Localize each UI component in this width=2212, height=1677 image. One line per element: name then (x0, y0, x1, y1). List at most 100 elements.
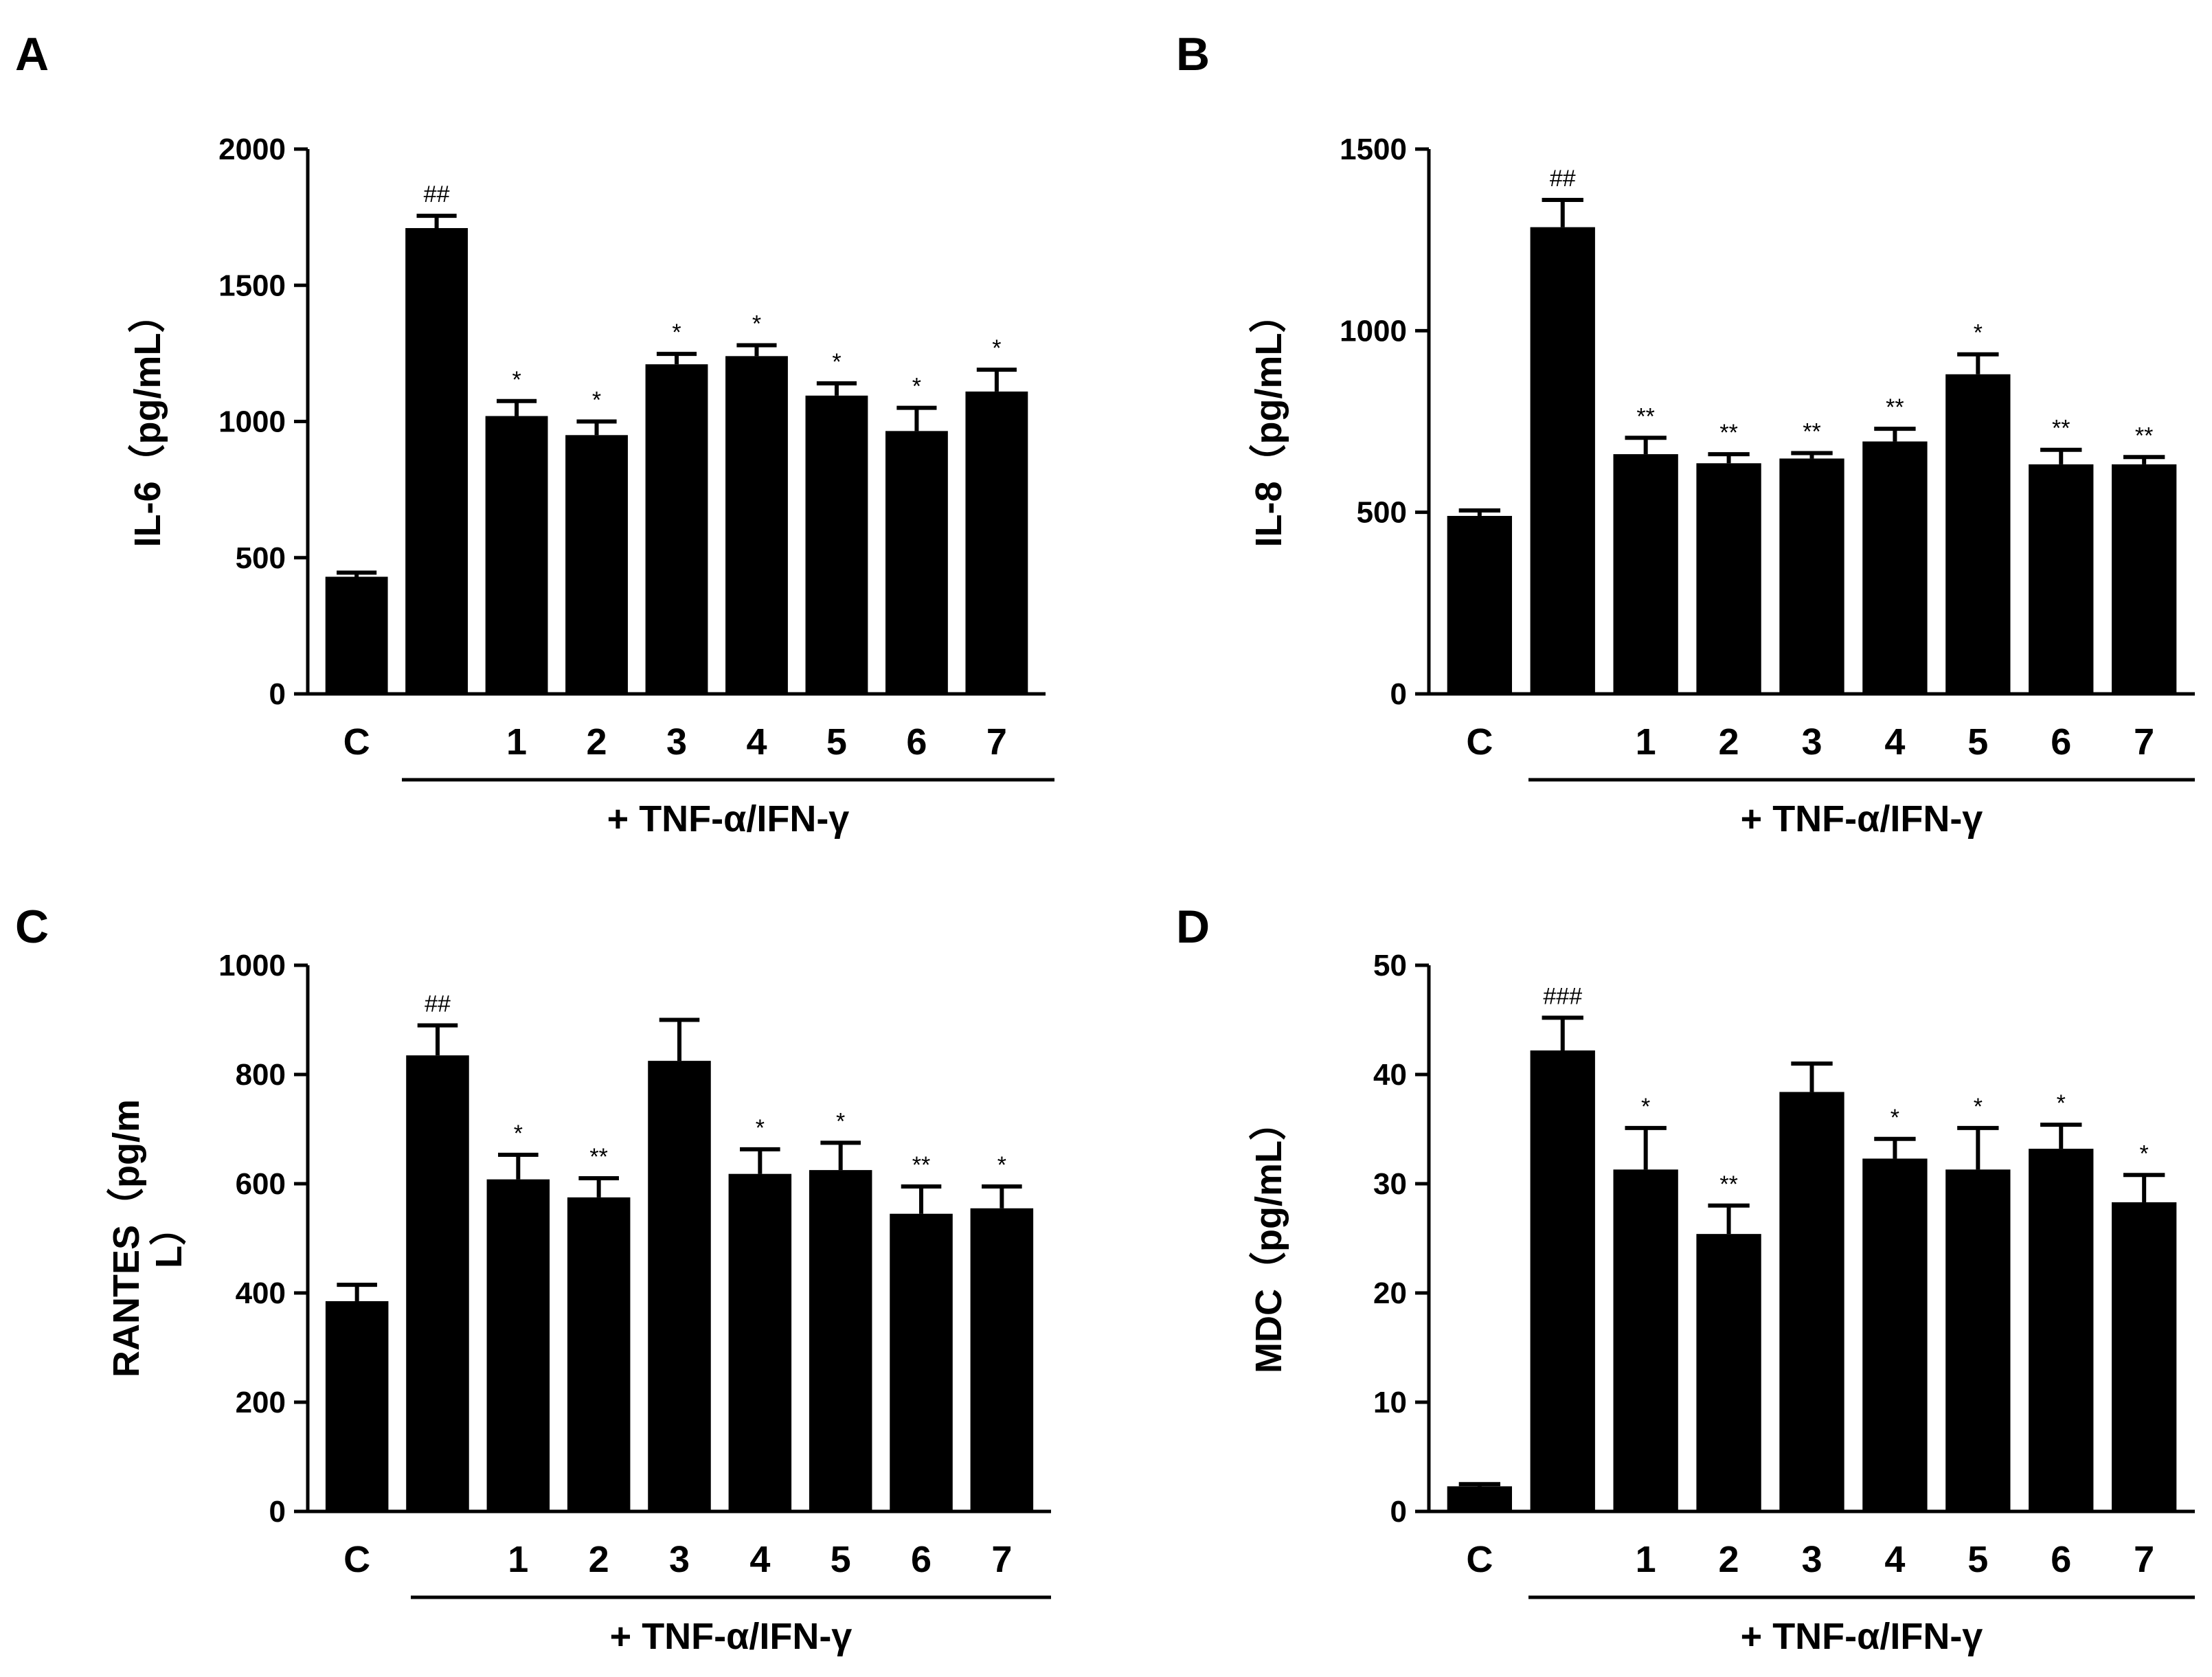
x-category-label: 5 (1967, 721, 1988, 763)
bar (1613, 1169, 1678, 1511)
x-category-label: 1 (506, 721, 527, 763)
y-tick-label: 1000 (1340, 314, 1407, 348)
y-tick-label: 50 (1373, 949, 1407, 982)
x-category-label: 4 (746, 721, 767, 763)
y-axis-label: IL-6（pg/mL） (127, 296, 168, 548)
bar (1945, 1169, 2011, 1511)
bar (325, 576, 388, 694)
x-category-label: 2 (587, 721, 607, 763)
x-category-label: 3 (669, 1539, 690, 1580)
panel-letter: B (1176, 28, 1210, 80)
significance-label: ** (589, 1144, 607, 1170)
y-tick-label: 600 (236, 1167, 286, 1201)
y-axis-label: IL-8（pg/mL） (1248, 296, 1289, 548)
bar (486, 1179, 550, 1511)
significance-label: ** (1636, 403, 1654, 429)
significance-label: * (1974, 320, 1983, 346)
bar (1862, 1158, 1928, 1511)
significance-label: * (997, 1152, 1006, 1178)
significance-label: ** (1886, 394, 1904, 420)
y-tick-label: 1000 (218, 949, 286, 982)
x-category-label: 2 (1719, 1539, 1739, 1580)
x-category-label: 3 (666, 721, 687, 763)
bar (1530, 1050, 1595, 1511)
x-category-label: C (343, 721, 370, 763)
bar (725, 356, 788, 694)
significance-label: * (2140, 1140, 2149, 1167)
y-tick-label: 200 (236, 1386, 286, 1419)
significance-label: ** (2052, 416, 2070, 442)
treatment-label: + TNF-α/IFN-γ (1741, 1616, 1983, 1657)
x-category-label: 4 (1884, 721, 1905, 763)
bar (485, 416, 548, 694)
bar (648, 1061, 711, 1511)
significance-label: * (992, 335, 1001, 361)
x-category-label: C (1466, 721, 1493, 763)
x-category-label: 6 (2051, 721, 2071, 763)
treatment-label: + TNF-α/IFN-γ (610, 1616, 853, 1657)
bar (1696, 1234, 1761, 1511)
panel-letter: C (15, 901, 49, 953)
y-axis-label: MDC（pg/mL） (1248, 1103, 1289, 1373)
x-category-label: 1 (508, 1539, 528, 1580)
x-category-label: 2 (1719, 721, 1739, 763)
significance-label: ** (912, 1152, 930, 1178)
significance-label: * (514, 1121, 523, 1147)
significance-label: * (592, 387, 601, 414)
y-tick-label: 2000 (218, 133, 286, 166)
significance-label: * (832, 349, 841, 375)
bar (1447, 1486, 1512, 1511)
bar (645, 364, 708, 694)
y-tick-label: 40 (1373, 1058, 1407, 1092)
bar (809, 1170, 872, 1511)
significance-label: ## (1550, 166, 1576, 192)
x-category-label: 1 (1636, 1539, 1656, 1580)
x-category-label: C (343, 1539, 370, 1580)
x-category-label: 5 (831, 1539, 851, 1580)
significance-label: * (752, 311, 761, 337)
significance-label: ** (1719, 420, 1737, 446)
bar (2029, 1149, 2094, 1511)
significance-label: ## (424, 181, 450, 207)
y-tick-label: 1500 (218, 269, 286, 302)
significance-label: * (1891, 1105, 1899, 1131)
x-category-label: 4 (1884, 1539, 1905, 1580)
significance-label: * (836, 1108, 845, 1134)
bar (965, 391, 1028, 694)
significance-label: * (912, 374, 921, 400)
bar (405, 227, 469, 694)
significance-label: * (672, 319, 681, 346)
x-category-label: 1 (1636, 721, 1656, 763)
y-tick-label: 1000 (218, 405, 286, 439)
x-category-label: C (1466, 1539, 1493, 1580)
x-category-label: 3 (1801, 721, 1822, 763)
bar (1779, 458, 1844, 694)
x-category-label: 7 (2134, 721, 2154, 763)
significance-label: * (2057, 1090, 2066, 1116)
x-category-label: 4 (749, 1539, 770, 1580)
treatment-label: + TNF-α/IFN-γ (1741, 798, 1983, 840)
significance-label: ** (1803, 418, 1820, 444)
bar (1862, 441, 1928, 694)
y-tick-label: 500 (1357, 496, 1407, 530)
x-category-label: 6 (906, 721, 927, 763)
y-tick-label: 400 (236, 1276, 286, 1310)
bar (2112, 464, 2177, 694)
panel-letter: D (1176, 901, 1210, 953)
bar (890, 1213, 953, 1511)
bar (805, 395, 868, 694)
panel-letter: A (15, 28, 49, 80)
x-category-label: 7 (2134, 1539, 2154, 1580)
y-tick-label: 10 (1373, 1386, 1407, 1419)
bar (1779, 1092, 1844, 1511)
treatment-label: + TNF-α/IFN-γ (607, 798, 850, 840)
chart-panel-b: B 0 500 1000 1500 IL-8（pg/mL） C ## ** 1 ** 2 ** 3 ** 4 *… (1176, 28, 2195, 840)
bar (2029, 464, 2094, 694)
y-tick-label: 0 (269, 1495, 286, 1529)
bar (1447, 515, 1512, 694)
significance-label: ### (1543, 983, 1582, 1009)
y-tick-label: 30 (1373, 1167, 1407, 1201)
